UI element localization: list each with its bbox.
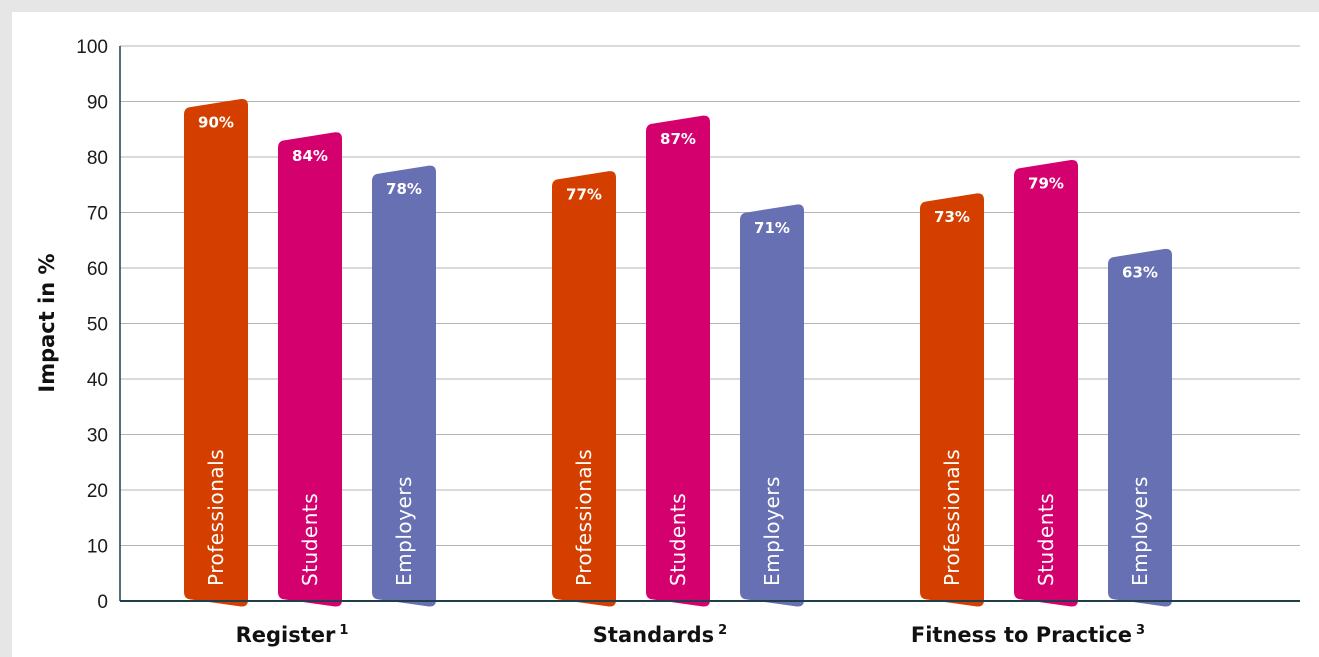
y-tick-label: 80 — [87, 148, 108, 169]
data-label: 63% — [1122, 263, 1158, 281]
bar-professionals-1 — [184, 98, 248, 607]
y-tick-label: 30 — [87, 426, 108, 447]
y-tick-label: 60 — [87, 259, 108, 280]
data-label: 87% — [660, 130, 696, 148]
y-tick-label: 70 — [87, 204, 108, 225]
y-axis-label: Impact in % — [35, 253, 59, 392]
series-label: Employers — [392, 476, 416, 586]
impact-bar-chart: 0 10 20 30 40 50 60 70 80 90 100 90% Professionals 8… — [35, 37, 1300, 647]
bar-professionals-2 — [552, 171, 616, 607]
bar-employers-2 — [740, 204, 804, 607]
y-tick-label: 90 — [87, 93, 108, 114]
category-labels: Register 1 Standards 2 Fitness to Practice 3 — [236, 623, 1146, 647]
series-label: Professionals — [572, 449, 596, 586]
y-tick-label: 100 — [76, 37, 108, 58]
data-label: 77% — [566, 186, 602, 204]
chart-panel: 0 10 20 30 40 50 60 70 80 90 100 90% Professionals 8… — [12, 12, 1319, 657]
data-label: 90% — [198, 114, 234, 132]
data-label: 79% — [1028, 175, 1064, 193]
y-tick-label: 0 — [97, 592, 108, 613]
bars: 90% Professionals 84% Students 78% Employers 7… — [184, 98, 1172, 607]
series-label: Students — [298, 493, 322, 586]
x-category-label: Standards 2 — [593, 623, 727, 647]
bar-students-1 — [278, 132, 342, 607]
bar-employers-3 — [1108, 248, 1172, 607]
y-tick-label: 20 — [87, 481, 108, 502]
bar-students-2 — [646, 115, 710, 607]
data-label: 71% — [754, 219, 790, 237]
y-tick-label: 10 — [87, 537, 108, 558]
bar-students-3 — [1014, 160, 1078, 607]
data-label: 84% — [292, 147, 328, 165]
series-label: Professionals — [204, 449, 228, 586]
series-label: Employers — [1128, 476, 1152, 586]
y-tick-label: 50 — [87, 315, 108, 336]
series-label: Professionals — [940, 449, 964, 586]
series-label: Employers — [760, 476, 784, 586]
x-category-label: Register 1 — [236, 623, 349, 647]
bar-professionals-3 — [920, 193, 984, 607]
series-label: Students — [1034, 493, 1058, 586]
series-label: Students — [666, 493, 690, 586]
y-axis-ticks: 0 10 20 30 40 50 60 70 80 90 100 — [76, 37, 108, 613]
data-label: 73% — [934, 208, 970, 226]
x-category-label: Fitness to Practice 3 — [911, 623, 1145, 647]
data-label: 78% — [386, 180, 422, 198]
y-tick-label: 40 — [87, 370, 108, 391]
bar-employers-1 — [372, 165, 436, 607]
